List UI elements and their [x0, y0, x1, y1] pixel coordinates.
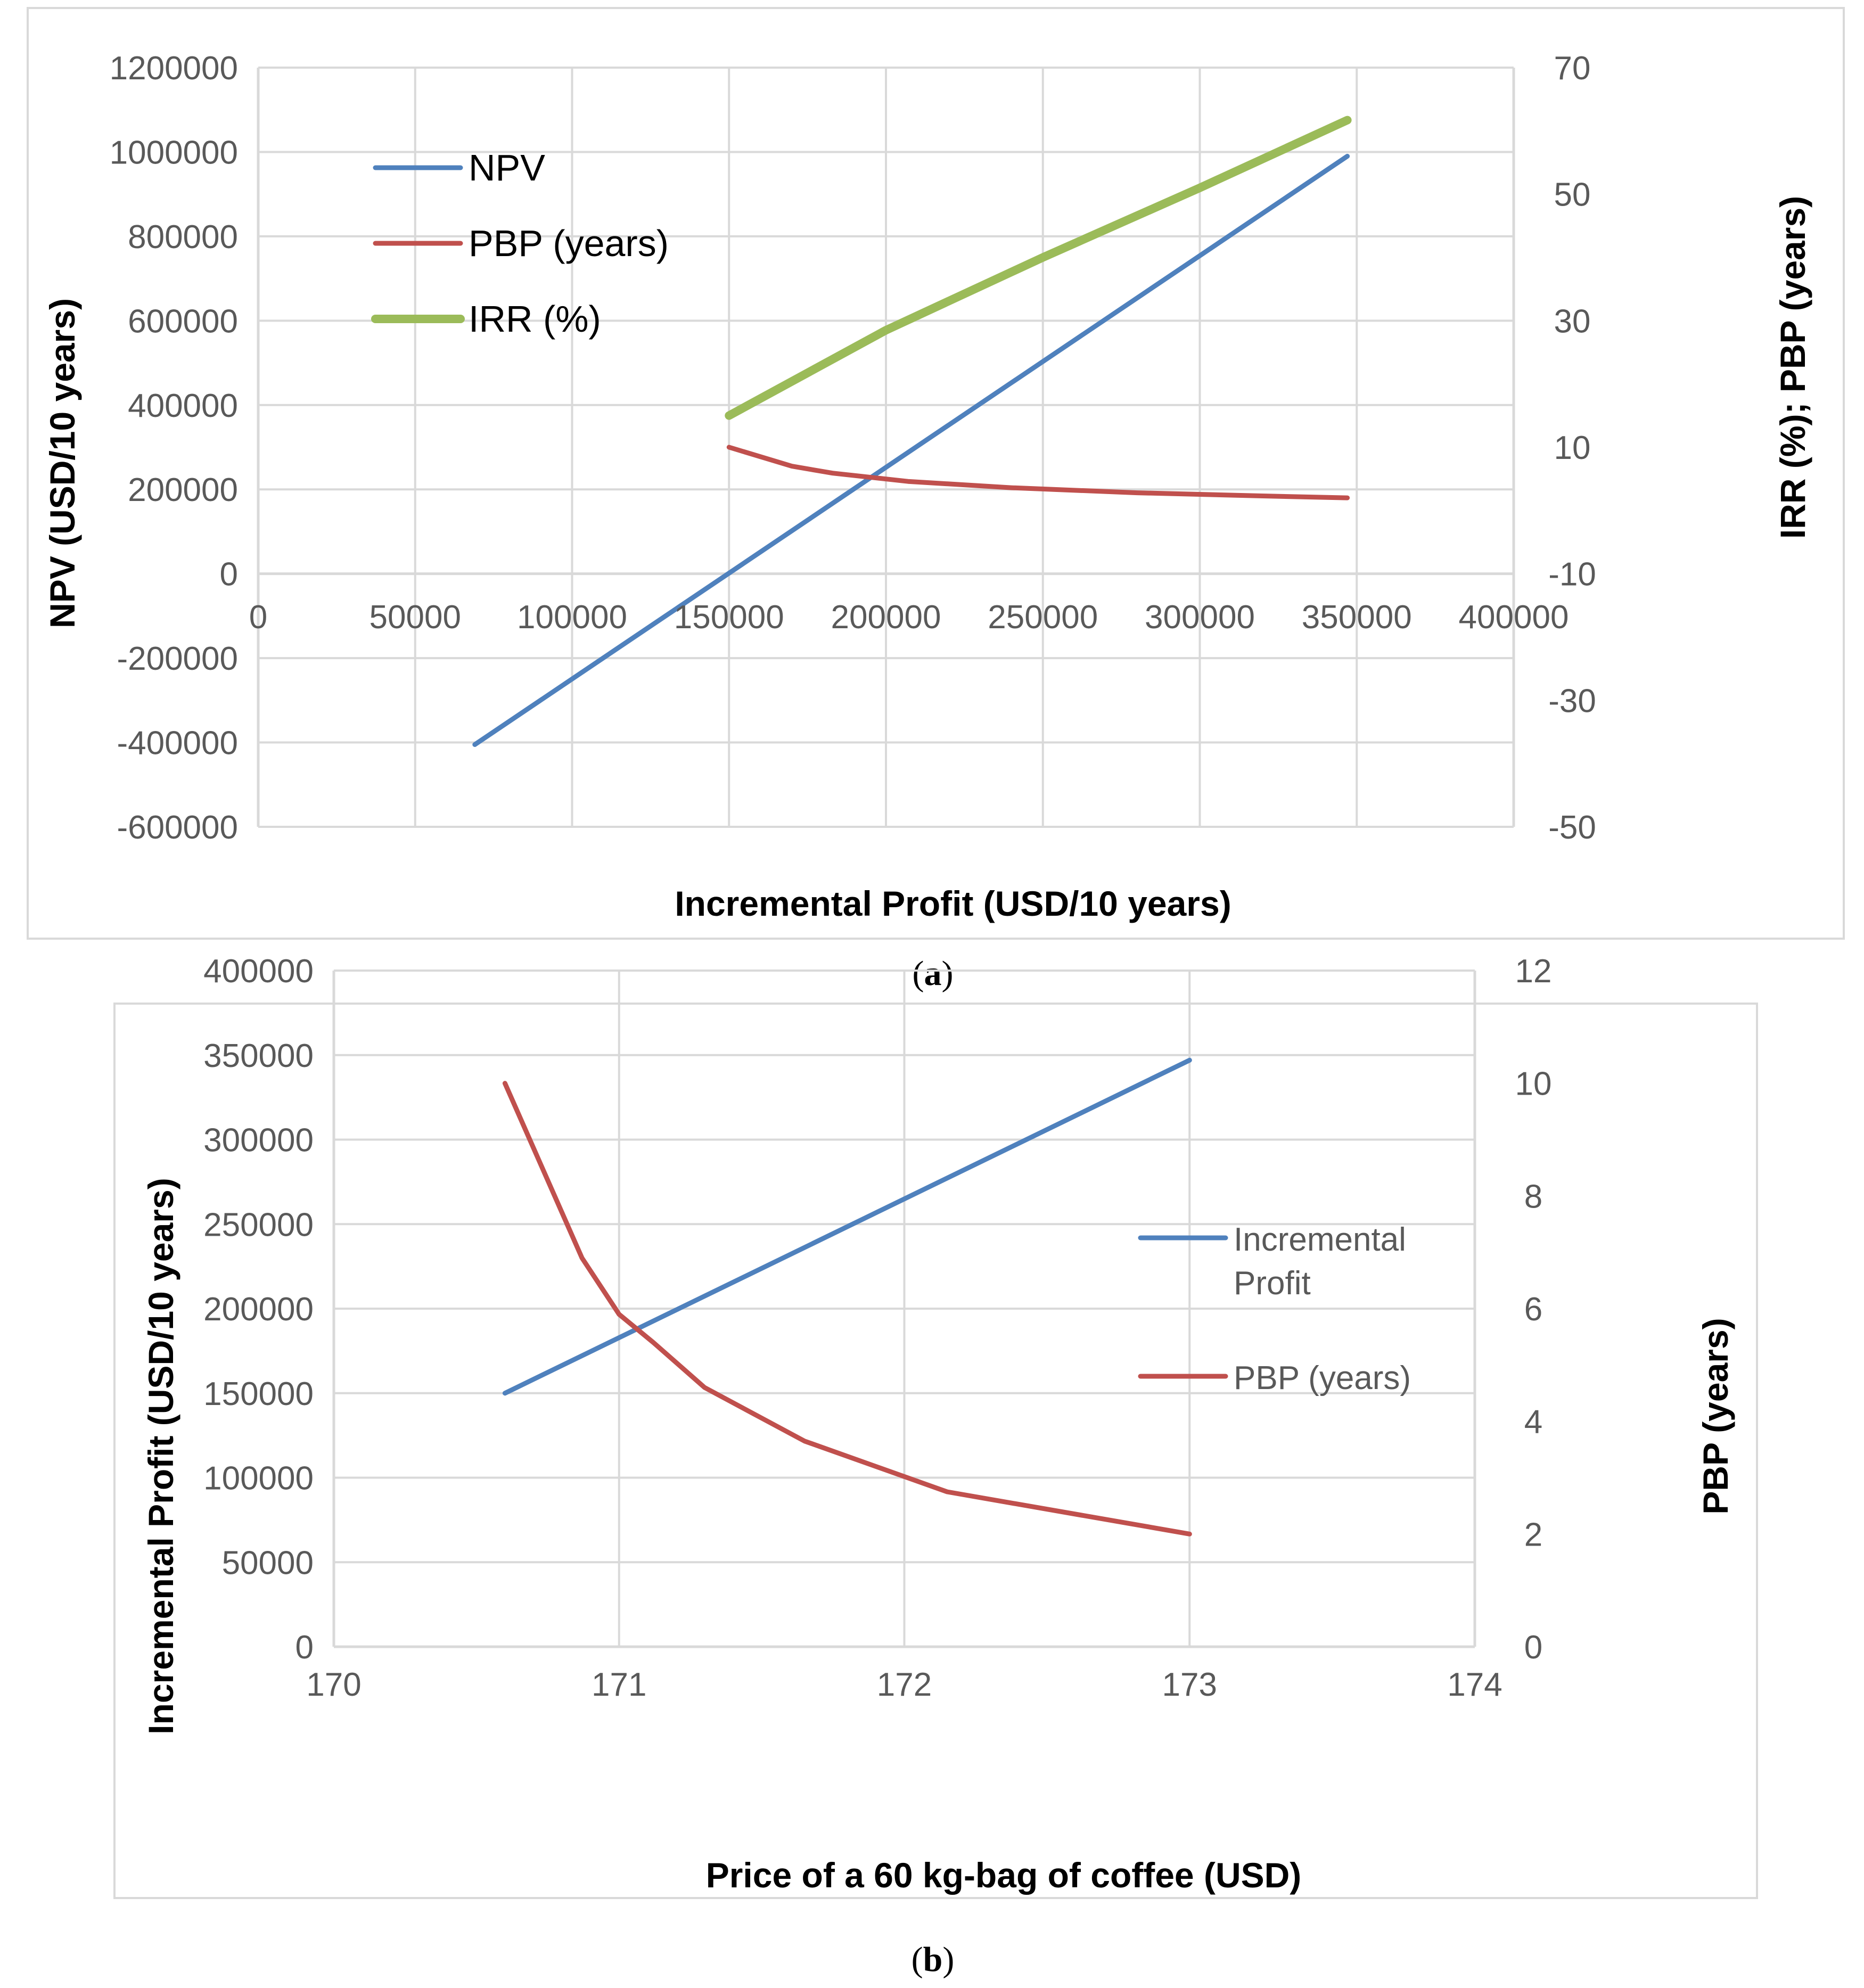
chart-b: 170 171 172 173 174 400000350000300000250000… — [113, 953, 1758, 1899]
chart-b-y2-tick-label: 2 — [1524, 1516, 1542, 1553]
chart-b-y-tick-label: 0 — [295, 1629, 314, 1666]
chart-a-frame — [27, 7, 1845, 940]
chart-a-legend-label-line: IRR (%) — [469, 298, 601, 340]
chart-a-series-npv — [472, 153, 1350, 747]
chart-a-y-tick-label: 400000 — [128, 388, 238, 424]
chart-b-x-tick-label: 172 — [877, 1666, 932, 1703]
chart-b-y-tick-label: 100000 — [203, 1460, 314, 1497]
chart-a-x-tick-label: 300000 — [1145, 599, 1255, 636]
chart-a-x-axis-title: Incremental Profit (USD/10 years) — [675, 884, 1231, 923]
chart-a-x-tick-label: 200000 — [831, 599, 941, 636]
chart-a-y-tick-label: -400000 — [117, 725, 238, 762]
chart-a-y-tick-labels: 1200000 1000000 800000 600000 400000 200000 0 -… — [110, 50, 238, 846]
chart-b-x-tick-label: 174 — [1447, 1666, 1502, 1703]
caption-b-letter: b — [923, 1940, 943, 1979]
chart-b-y2-tick-label: 0 — [1524, 1629, 1542, 1666]
chart-b-y-tick-label: 300000 — [203, 1122, 314, 1159]
chart-b-y-tick-label: 250000 — [203, 1206, 314, 1243]
chart-b-legend-label-pbp-years: PBP (years) — [1234, 1360, 1411, 1396]
chart-a-x-tick-label: 350000 — [1302, 599, 1412, 636]
chart-a-y-tick-label: 200000 — [128, 472, 238, 508]
chart-a-legend: NPV PBP (years) IRR (%) — [371, 147, 669, 340]
chart-b-legend-label-line: PBP (years) — [1234, 1360, 1411, 1396]
chart-a: 0 50000 100000 150000 200000 250000 300000 3500… — [27, 7, 1845, 940]
chart-b-y-tick-label: 150000 — [203, 1376, 314, 1412]
caption-a: (a) — [913, 954, 954, 993]
chart-b-y-tick-label: 400000 — [203, 953, 314, 990]
chart-b-legend-label-line: Profit — [1234, 1265, 1311, 1302]
chart-a-y-tick-label: 800000 — [128, 219, 238, 256]
chart-b-y-tick-label: 50000 — [222, 1545, 314, 1581]
chart-a-y2-tick-label: 10 — [1554, 430, 1591, 466]
chart-b-x-axis-title: Price of a 60 kg-bag of coffee (USD) — [706, 1855, 1302, 1895]
chart-a-legend-label-line: NPV — [469, 147, 545, 188]
chart-a-x-tick-label: 250000 — [988, 599, 1098, 636]
chart-a-legend-label-line: PBP (years) — [469, 223, 669, 264]
chart-a-x-tick-label: 0 — [249, 599, 267, 636]
chart-b-x-tick-label: 170 — [306, 1666, 361, 1703]
chart-b-legend-label-line: Incremental — [1234, 1221, 1406, 1258]
chart-a-y-axis-title: NPV (USD/10 years) — [43, 298, 82, 628]
chart-a-y-tick-label: -600000 — [117, 809, 238, 846]
chart-b-legend: Incremental Profit PBP (years) — [1138, 1221, 1411, 1396]
caption-a-letter: a — [924, 954, 942, 993]
chart-a-x-tick-label: 100000 — [517, 599, 627, 636]
chart-b-frame — [113, 1003, 1758, 1899]
chart-b-y2-tick-label: 12 — [1515, 953, 1552, 990]
chart-a-series — [472, 116, 1352, 747]
chart-a-y2-axis-title: IRR (%); PBP (years) — [1773, 196, 1812, 539]
chart-a-axes — [257, 68, 1515, 828]
chart-a-y2-tick-label: -30 — [1548, 683, 1596, 719]
chart-b-y2-tick-label: 8 — [1524, 1178, 1542, 1215]
chart-b-y2-tick-label: 4 — [1524, 1404, 1542, 1441]
chart-a-x-tick-label: 150000 — [674, 599, 784, 636]
chart-a-y2-tick-label: 70 — [1554, 50, 1591, 87]
chart-a-y2-tick-labels: 70 50 30 10 -10 -30 -50 — [1548, 50, 1596, 846]
chart-a-legend-label-irr: IRR (%) — [469, 298, 601, 340]
chart-b-y-tick-label: 350000 — [203, 1038, 314, 1074]
chart-b-y-tick-labels: 400000 350000 300000 250000 200000 150000 1000… — [203, 953, 314, 1666]
chart-a-x-tick-label: 400000 — [1459, 599, 1569, 636]
chart-b-y-tick-label: 200000 — [203, 1291, 314, 1328]
chart-a-y2-tick-label: 30 — [1554, 303, 1591, 340]
chart-b-y2-tick-label: 6 — [1524, 1291, 1542, 1328]
chart-a-y-tick-label: 600000 — [128, 303, 238, 340]
chart-a-y-tick-label: -200000 — [117, 640, 238, 677]
chart-b-y-axis-title: Incremental Profit (USD/10 years) — [141, 1178, 180, 1734]
chart-a-gridlines — [258, 67, 1515, 827]
chart-b-y2-axis-title: PBP (years) — [1696, 1318, 1735, 1514]
chart-b-x-tick-label: 171 — [592, 1666, 646, 1703]
chart-b-y2-tick-label: 10 — [1515, 1066, 1552, 1103]
chart-b-axes — [332, 971, 1476, 1648]
chart-b-x-tick-labels: 170 171 172 173 174 — [306, 1666, 1502, 1703]
chart-a-y2-tick-label: -10 — [1548, 556, 1596, 593]
chart-a-x-tick-labels: 0 50000 100000 150000 200000 250000 300000 3500… — [249, 599, 1569, 636]
chart-b-y2-tick-labels: 12 10 8 6 4 2 0 — [1515, 953, 1552, 1666]
chart-a-y-tick-label: 1200000 — [110, 50, 238, 87]
chart-a-series-pbp-years — [726, 445, 1350, 500]
chart-b-legend-label-incremental-profit: Incremental Profit — [1234, 1221, 1406, 1302]
chart-b-series-incremental-profit — [502, 1057, 1192, 1396]
chart-a-legend-label-pbp-years: PBP (years) — [469, 223, 669, 264]
chart-a-legend-label-npv: NPV — [469, 147, 545, 188]
caption-b: (b) — [912, 1940, 955, 1979]
chart-a-x-tick-label: 50000 — [369, 599, 461, 636]
chart-a-series-irr — [725, 116, 1352, 420]
chart-a-y-tick-label: 1000000 — [110, 134, 238, 171]
chart-b-series-pbp-years — [502, 1081, 1192, 1537]
chart-a-y2-tick-label: 50 — [1554, 177, 1591, 213]
chart-b-x-tick-label: 173 — [1162, 1666, 1217, 1703]
chart-a-y-tick-label: 0 — [220, 556, 238, 593]
chart-a-y2-tick-label: -50 — [1548, 809, 1596, 846]
chart-b-series — [502, 1057, 1192, 1537]
